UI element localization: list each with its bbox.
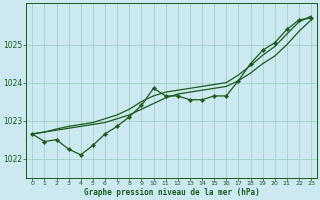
- X-axis label: Graphe pression niveau de la mer (hPa): Graphe pression niveau de la mer (hPa): [84, 188, 260, 197]
